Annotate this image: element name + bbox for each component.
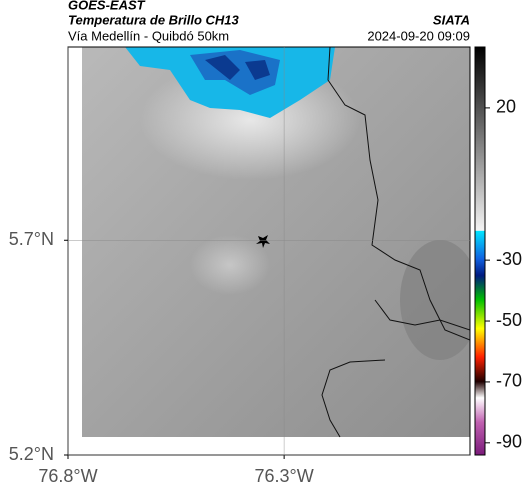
x-tick-label: 76.3°W [255,466,314,486]
datetime: 2024-09-20 09:09 [367,28,470,43]
y-tick-label: 5.2°N [9,444,54,464]
x-tick-label: 76.8°W [38,466,97,486]
colorbar-tick-label: -30 [496,249,522,269]
route: Vía Medellín - Quibdó 50km [68,28,229,43]
location-star [256,235,270,248]
colorbar-tick-label: -90 [496,432,522,452]
colorbar-tick-label: -50 [496,310,522,330]
y-tick-label: 5.7°N [9,229,54,249]
title: GOES-EAST [68,0,146,12]
colorbar-tick-label: 20 [496,97,516,117]
satellite-image [68,47,470,455]
colorbar [474,46,486,456]
subtitle: Temperatura de Brillo CH13 [68,12,240,27]
colorbar-tick-label: -70 [496,371,522,391]
source: SIATA [433,12,470,27]
